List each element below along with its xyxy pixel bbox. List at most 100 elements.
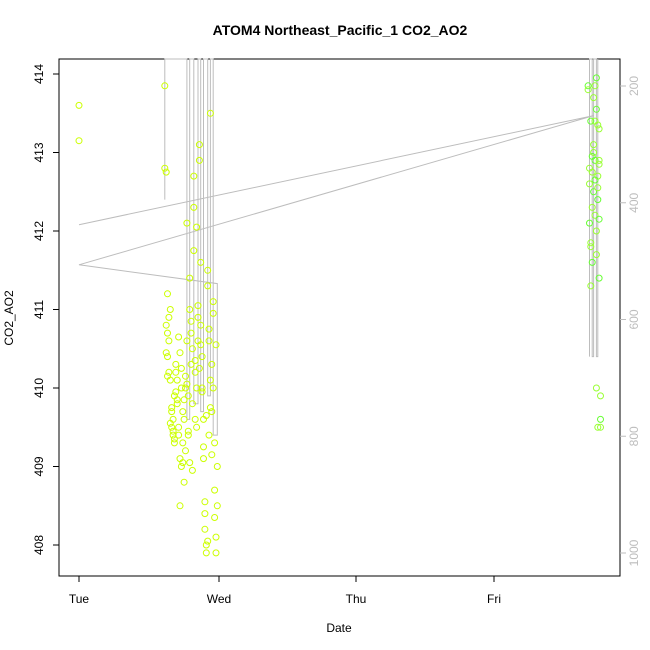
data-point <box>190 172 198 180</box>
chart-title: ATOM4 Northeast_Pacific_1 CO2_AO2 <box>213 22 468 38</box>
data-point <box>165 337 173 345</box>
data-point <box>202 549 210 557</box>
data-point <box>182 384 189 392</box>
data-point <box>168 408 176 416</box>
data-point <box>193 223 201 231</box>
data-point <box>166 306 174 313</box>
data-point <box>208 408 216 416</box>
data-point <box>183 380 191 388</box>
data-point <box>175 423 183 431</box>
data-point <box>209 384 217 392</box>
data-point <box>592 384 600 392</box>
data-point <box>197 341 205 349</box>
data-point <box>187 317 195 325</box>
data-point <box>191 415 199 423</box>
data-point <box>213 502 221 510</box>
data-point <box>590 149 598 156</box>
y2-tick-label: 800 <box>627 426 641 446</box>
data-point <box>162 168 170 176</box>
data-point <box>170 439 178 447</box>
data-point <box>172 368 180 376</box>
data-point <box>164 290 171 298</box>
x-axis-label: Date <box>326 621 352 635</box>
y-tick-label: 412 <box>32 221 46 241</box>
data-point <box>184 431 192 439</box>
data-point <box>587 243 595 251</box>
data-point <box>204 282 212 290</box>
data-point <box>595 160 603 168</box>
data-point <box>187 360 195 368</box>
data-point <box>595 274 603 282</box>
data-point <box>591 82 599 90</box>
data-point <box>212 549 220 557</box>
data-point <box>180 415 188 423</box>
data-point <box>75 101 83 109</box>
data-point <box>172 388 180 396</box>
data-point <box>212 341 220 349</box>
x-tick-label: Tue <box>69 592 90 606</box>
x-tick-label: Fri <box>487 592 501 606</box>
data-point <box>201 498 209 506</box>
data-point <box>594 423 602 431</box>
data-point <box>592 74 600 82</box>
data-point <box>200 455 207 463</box>
data-point <box>198 388 206 396</box>
data-point <box>588 203 596 211</box>
data-point <box>183 219 191 227</box>
data-point <box>200 443 207 451</box>
data-point <box>166 419 174 427</box>
y-tick-label: 409 <box>32 456 46 476</box>
data-point <box>597 392 604 400</box>
data-point <box>595 156 603 164</box>
data-point <box>194 302 202 310</box>
data-point <box>191 368 199 376</box>
data-point <box>590 141 598 149</box>
data-point <box>193 423 201 431</box>
data-point <box>591 176 599 184</box>
data-point <box>594 184 602 192</box>
data-point <box>175 333 183 341</box>
data-point <box>161 82 169 90</box>
data-point <box>595 125 603 133</box>
data-point <box>204 266 212 274</box>
data-point <box>211 514 219 521</box>
data-point <box>206 376 214 384</box>
data-point <box>186 459 194 467</box>
y-tick-label: 410 <box>32 378 46 398</box>
data-point <box>211 439 219 447</box>
data-point <box>179 408 187 416</box>
data-point <box>182 372 189 380</box>
data-point <box>195 156 203 164</box>
y2-tick-label: 400 <box>627 192 641 212</box>
series-lines <box>78 58 599 436</box>
y-tick-label: 413 <box>32 142 46 162</box>
data-point <box>162 349 170 357</box>
data-point <box>213 463 221 470</box>
data-point <box>165 313 173 321</box>
data-point <box>205 337 213 345</box>
data-point <box>588 152 596 160</box>
data-point <box>212 533 220 541</box>
data-point <box>590 94 598 102</box>
data-point <box>75 137 83 145</box>
data-point <box>168 423 176 431</box>
data-point <box>190 247 198 255</box>
data-point <box>173 376 181 384</box>
data-point <box>588 168 596 176</box>
data-point <box>588 258 596 266</box>
data-point <box>198 353 206 361</box>
data-point <box>177 384 185 392</box>
data-point <box>164 329 171 337</box>
data-point <box>587 239 595 247</box>
data-point <box>202 412 210 419</box>
data-point <box>597 423 604 431</box>
data-point <box>197 258 205 266</box>
data-point <box>173 396 181 404</box>
data-point <box>180 478 188 486</box>
data-point <box>182 447 189 455</box>
data-point <box>186 274 194 282</box>
y-tick-label: 408 <box>32 535 46 555</box>
data-point <box>188 345 196 353</box>
